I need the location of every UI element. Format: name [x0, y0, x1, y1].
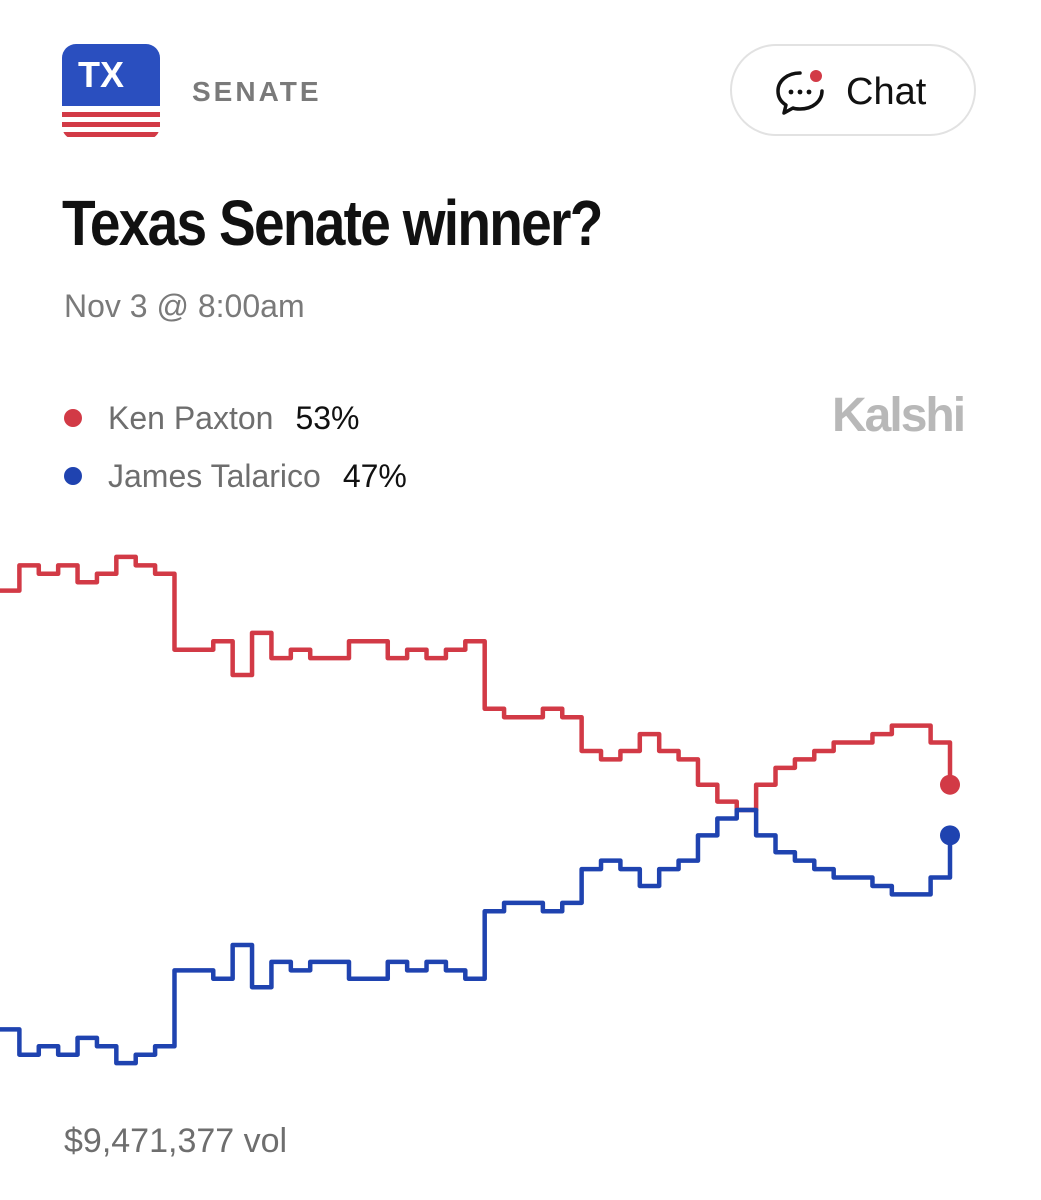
legend-dot	[64, 409, 82, 427]
market-title: Texas Senate winner?	[62, 187, 603, 259]
state-badge: TX	[62, 44, 160, 140]
legend-item-talarico[interactable]: James Talarico 47%	[64, 456, 407, 496]
chat-button[interactable]: Chat	[730, 44, 976, 136]
chat-label: Chat	[846, 71, 927, 113]
series-endpoint-talarico	[940, 825, 960, 846]
legend-percent: 47%	[342, 457, 407, 494]
volume-label: $9,471,377 vol	[64, 1122, 288, 1160]
series-line-talarico	[0, 807, 953, 1066]
state-code: TX	[62, 44, 160, 106]
badge-stripe	[62, 112, 160, 117]
badge-stripe	[62, 122, 160, 127]
category-label: SENATE	[192, 76, 322, 107]
series-line-paxton	[0, 554, 953, 813]
kalshi-logo: Kalshi	[832, 389, 966, 442]
legend-dot	[64, 467, 82, 485]
legend-name: Ken Paxton	[108, 399, 274, 436]
legend-name: James Talarico	[108, 457, 321, 494]
badge-stripe	[62, 132, 160, 137]
legend-percent: 53%	[295, 399, 360, 436]
series-endpoint-paxton	[940, 774, 960, 795]
price-chart[interactable]	[0, 520, 1041, 1100]
legend-item-paxton[interactable]: Ken Paxton 53%	[64, 398, 360, 438]
chat-bubble-icon	[776, 70, 824, 115]
market-date: Nov 3 @ 8:00am	[64, 288, 305, 324]
